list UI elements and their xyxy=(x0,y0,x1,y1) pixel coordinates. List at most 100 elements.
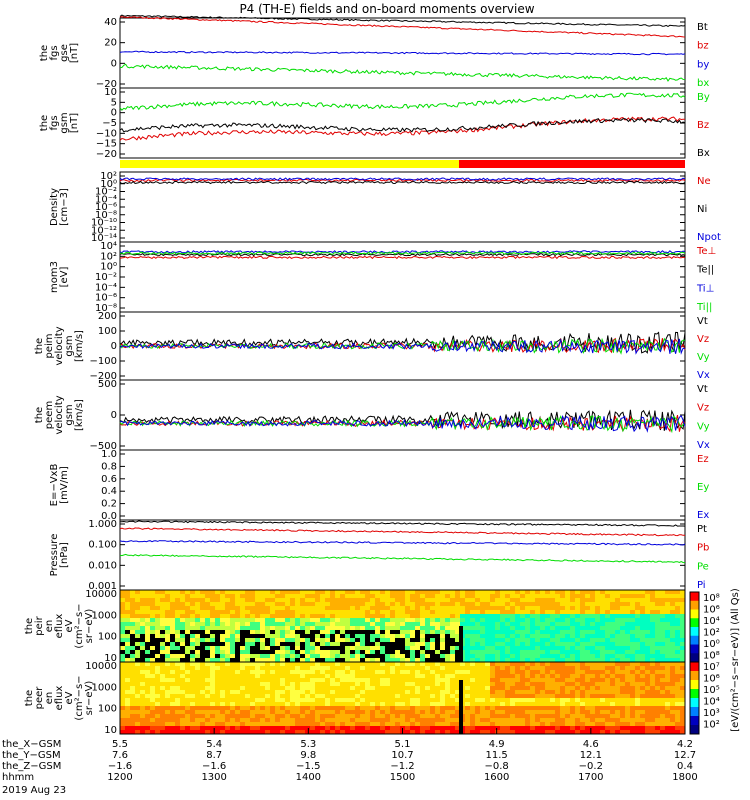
heatmap-cell xyxy=(530,634,536,639)
heatmap-cell xyxy=(150,682,156,687)
heatmap-cell xyxy=(565,634,571,639)
heatmap-cell xyxy=(125,678,131,683)
heatmap-cell xyxy=(515,726,521,731)
heatmap-cell xyxy=(430,662,436,667)
heatmap-cell xyxy=(455,694,461,699)
heatmap-cell xyxy=(545,634,551,639)
heatmap-cell xyxy=(530,642,536,647)
heatmap-cell xyxy=(585,598,591,603)
heatmap-cell xyxy=(565,714,571,719)
heatmap-cell xyxy=(595,690,601,695)
heatmap-cell xyxy=(270,662,276,667)
heatmap-cell xyxy=(555,642,561,647)
heatmap-cell xyxy=(255,654,261,659)
colorbar-tick: 10³ xyxy=(703,708,720,719)
heatmap-cell xyxy=(415,722,421,727)
heatmap-cell xyxy=(550,718,556,723)
heatmap-cell xyxy=(260,610,266,615)
heatmap-cell xyxy=(275,726,281,731)
heatmap-cell xyxy=(580,682,586,687)
heatmap-cell xyxy=(270,590,276,595)
heatmap-cell xyxy=(540,726,546,731)
heatmap-cell xyxy=(160,710,166,715)
heatmap-cell xyxy=(595,618,601,623)
heatmap-cell xyxy=(440,714,446,719)
heatmap-cell xyxy=(155,618,161,623)
heatmap-cell xyxy=(270,614,276,619)
heatmap-cell xyxy=(510,606,516,611)
heatmap-cell xyxy=(400,702,406,707)
heatmap-cell xyxy=(245,646,251,651)
heatmap-cell xyxy=(290,730,296,735)
heatmap-cell xyxy=(360,682,366,687)
heatmap-cell xyxy=(500,698,506,703)
heatmap-cell xyxy=(125,610,131,615)
heatmap-cell xyxy=(160,634,166,639)
colorbar-cell xyxy=(690,703,699,706)
heatmap-cell xyxy=(275,698,281,703)
heatmap-cell xyxy=(465,594,471,599)
heatmap-cell xyxy=(300,698,306,703)
heatmap-cell xyxy=(625,666,631,671)
heatmap-cell xyxy=(540,646,546,651)
heatmap-cell xyxy=(215,710,221,715)
heatmap-cell xyxy=(505,690,511,695)
heatmap-cell xyxy=(555,598,561,603)
heatmap-cell xyxy=(605,642,611,647)
heatmap-cell xyxy=(215,646,221,651)
heatmap-cell xyxy=(620,702,626,707)
heatmap-cell xyxy=(630,694,636,699)
heatmap-cell xyxy=(580,642,586,647)
heatmap-cell xyxy=(350,614,356,619)
heatmap-cell xyxy=(335,602,341,607)
heatmap-cell xyxy=(305,694,311,699)
heatmap-cell xyxy=(440,606,446,611)
heatmap-cell xyxy=(465,602,471,607)
heatmap-cell xyxy=(605,606,611,611)
heatmap-cell xyxy=(660,630,666,635)
heatmap-cell xyxy=(335,682,341,687)
heatmap-cell xyxy=(120,666,126,671)
heatmap-cell xyxy=(580,714,586,719)
heatmap-cell xyxy=(395,602,401,607)
heatmap-cell xyxy=(360,714,366,719)
heatmap-cell xyxy=(680,622,686,627)
heatmap-cell xyxy=(570,646,576,651)
heatmap-cell xyxy=(305,670,311,675)
heatmap-cell xyxy=(335,606,341,611)
heatmap-cell xyxy=(660,686,666,691)
heatmap-cell xyxy=(175,690,181,695)
heatmap-cell xyxy=(160,654,166,659)
heatmap-cell xyxy=(260,626,266,631)
heatmap-cell xyxy=(265,674,271,679)
heatmap-cell xyxy=(150,686,156,691)
heatmap-cell xyxy=(340,634,346,639)
heatmap-cell xyxy=(350,610,356,615)
heatmap-cell xyxy=(610,658,616,663)
heatmap-cell xyxy=(675,686,681,691)
y-tick-label: 0.100 xyxy=(88,540,117,551)
heatmap-cell xyxy=(355,702,361,707)
heatmap-cell xyxy=(390,610,396,615)
heatmap-cell xyxy=(295,718,301,723)
heatmap-cell xyxy=(655,598,661,603)
heatmap-cell xyxy=(535,670,541,675)
heatmap-cell xyxy=(270,606,276,611)
colorbar-cell xyxy=(690,721,699,724)
y-tick-label: 10⁻¹² xyxy=(91,225,117,236)
heatmap-cell xyxy=(320,658,326,663)
y-tick-label: 1000 xyxy=(92,610,117,621)
heatmap-cell xyxy=(640,714,646,719)
heatmap-cell xyxy=(355,654,361,659)
heatmap-cell xyxy=(420,726,426,731)
heatmap-cell xyxy=(500,614,506,619)
heatmap-cell xyxy=(455,650,461,655)
heatmap-cell xyxy=(650,726,656,731)
heatmap-cell xyxy=(235,718,241,723)
heatmap-cell xyxy=(490,654,496,659)
heatmap-cell xyxy=(355,630,361,635)
heatmap-cell xyxy=(370,594,376,599)
heatmap-cell xyxy=(680,730,686,735)
y-axis-label: [km/s] xyxy=(74,330,85,362)
heatmap-cell xyxy=(175,682,181,687)
